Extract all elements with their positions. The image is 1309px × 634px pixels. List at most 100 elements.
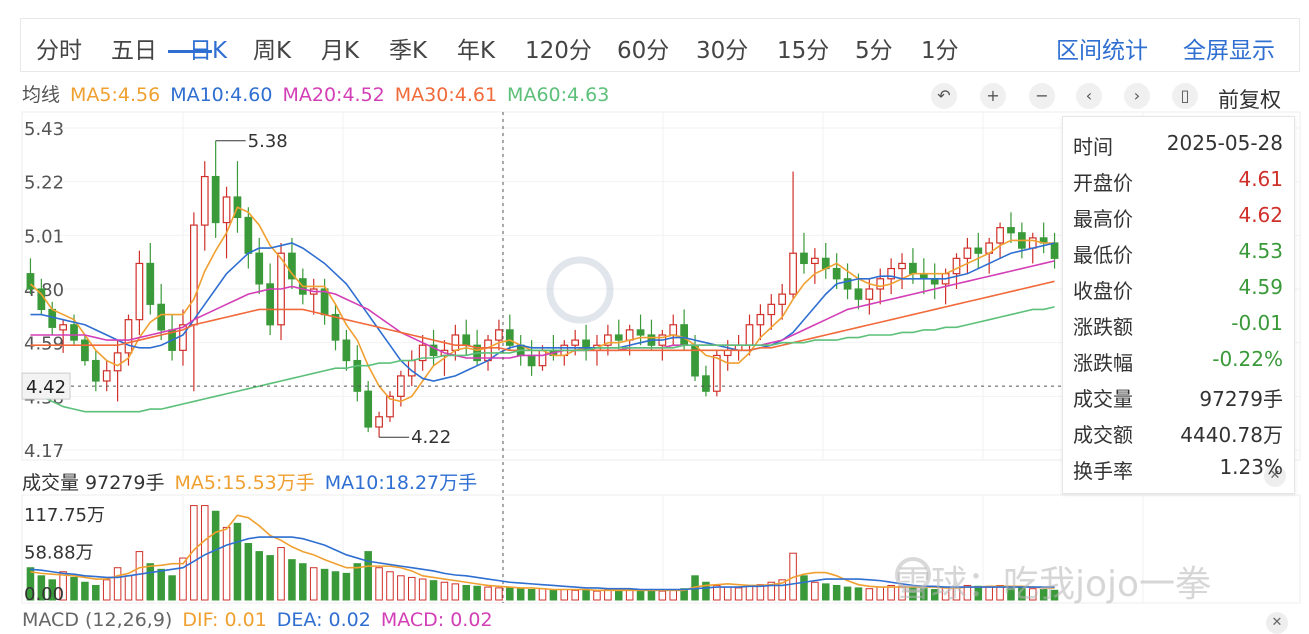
candle-body bbox=[909, 262, 917, 275]
candle-body bbox=[887, 267, 896, 280]
candle-body bbox=[625, 329, 634, 341]
candle-body bbox=[974, 247, 983, 254]
volume-bar bbox=[124, 575, 133, 601]
candle-body bbox=[952, 257, 961, 275]
volume-legend-item: MA10:18.27万手 bbox=[324, 472, 478, 494]
volume-bar bbox=[288, 559, 296, 601]
volume-bar bbox=[930, 589, 939, 601]
tab-7[interactable]: 120分 bbox=[525, 38, 592, 64]
tab-9[interactable]: 30分 bbox=[696, 38, 749, 64]
candle-body bbox=[70, 324, 78, 341]
candle-body bbox=[255, 252, 264, 285]
y-tick-label: 4.59 bbox=[24, 334, 64, 355]
candle-body bbox=[614, 334, 623, 341]
volume-bar bbox=[963, 584, 972, 601]
close-icon[interactable]: ✕ bbox=[1264, 465, 1286, 487]
volume-bar bbox=[473, 585, 481, 601]
volume-bar bbox=[331, 571, 340, 601]
volume-bar bbox=[277, 547, 285, 601]
volume-bar bbox=[342, 572, 351, 601]
info-row: 成交量 97279手 bbox=[1073, 383, 1283, 413]
ma-line-ma20 bbox=[30, 260, 1055, 359]
price-adjust-select[interactable]: 前复权 bbox=[1218, 88, 1281, 112]
volume-bar bbox=[495, 587, 503, 601]
volume-bar bbox=[800, 575, 808, 601]
volume-bar bbox=[364, 551, 372, 601]
volume-bar bbox=[462, 584, 471, 601]
range-stats-button[interactable]: 区间统计 bbox=[1056, 38, 1148, 64]
volume-bar bbox=[560, 589, 569, 601]
volume-legend-item: MA5:15.53万手 bbox=[174, 472, 315, 494]
candle-body bbox=[810, 257, 819, 265]
tab-0[interactable]: 分时 bbox=[36, 38, 82, 64]
fullscreen-button[interactable]: 全屏显示 bbox=[1183, 38, 1275, 64]
tab-6[interactable]: 年K bbox=[457, 38, 496, 64]
scroll-right-icon[interactable]: › bbox=[1124, 83, 1150, 109]
volume-bar bbox=[887, 584, 895, 601]
zoom-out-icon[interactable]: − bbox=[1029, 83, 1055, 109]
candle-body bbox=[527, 354, 536, 367]
macd-close-icon[interactable]: ✕ bbox=[1266, 612, 1288, 634]
min-price-label: 4.22 bbox=[411, 427, 451, 448]
tab-5[interactable]: 季K bbox=[389, 38, 428, 64]
undo-icon[interactable]: ↶ bbox=[931, 83, 957, 109]
ma-legend-label: 均线 bbox=[22, 84, 61, 106]
info-value: 97279手 bbox=[1199, 387, 1283, 411]
candle-style-icon[interactable]: ▯ bbox=[1172, 83, 1198, 109]
volume-bar bbox=[407, 576, 416, 601]
tab-12[interactable]: 1分 bbox=[921, 38, 959, 64]
info-panel: ✕ 时间 2025-05-28 开盘价 4.61 最高价 4.62 最低价 4.53 收盘价 4.… bbox=[1062, 116, 1295, 494]
volume-bar bbox=[113, 567, 122, 601]
tab-10[interactable]: 15分 bbox=[777, 38, 830, 64]
info-label: 涨跌额 bbox=[1073, 315, 1133, 339]
volume-bar bbox=[353, 563, 362, 601]
volume-bar bbox=[26, 567, 35, 601]
scroll-left-icon[interactable]: ‹ bbox=[1076, 83, 1102, 109]
volume-bar bbox=[854, 587, 863, 601]
volume-bar bbox=[48, 579, 57, 601]
ma-legend-item: MA20:4.52 bbox=[282, 84, 385, 106]
tab-11[interactable]: 5分 bbox=[855, 38, 893, 64]
volume-bar bbox=[211, 510, 220, 601]
info-value: -0.22% bbox=[1212, 347, 1283, 371]
tab-8[interactable]: 60分 bbox=[617, 38, 670, 64]
tab-3[interactable]: 周K bbox=[253, 38, 292, 64]
volume-bar bbox=[190, 505, 198, 601]
candle-body bbox=[342, 339, 351, 362]
candle-body bbox=[832, 267, 841, 280]
volume-bar bbox=[135, 551, 144, 601]
volume-legend-item: 成交量 97279手 bbox=[22, 472, 165, 494]
volume-bar bbox=[865, 588, 874, 601]
volume-bar bbox=[309, 567, 318, 601]
watermark: 雪球：吃我jojo一拳 bbox=[895, 564, 1212, 605]
volume-bar bbox=[255, 551, 264, 601]
volume-ma-line-ma5 bbox=[30, 514, 1055, 592]
volume-bar bbox=[811, 581, 819, 601]
candle-body bbox=[712, 354, 721, 392]
volume-bar bbox=[549, 589, 558, 601]
volume-bar bbox=[386, 571, 394, 601]
candle-body bbox=[778, 293, 787, 305]
candle-body bbox=[571, 339, 580, 346]
zoom-in-icon[interactable]: + bbox=[980, 83, 1006, 109]
volume-ma-line-ma10 bbox=[30, 536, 1055, 591]
volume-bar bbox=[506, 587, 514, 601]
volume-bar bbox=[745, 585, 754, 601]
volume-bar bbox=[843, 586, 852, 601]
info-label: 最高价 bbox=[1073, 207, 1133, 231]
volume-bar bbox=[593, 590, 601, 601]
tab-1[interactable]: 五日 bbox=[111, 38, 157, 64]
info-row: 涨跌幅 -0.22% bbox=[1073, 347, 1283, 377]
candle-body bbox=[91, 359, 100, 382]
volume-bar bbox=[756, 584, 765, 601]
ma-line-ma10 bbox=[30, 242, 1055, 382]
candle-body bbox=[603, 334, 612, 346]
kline-chart: 5.435.225.014.804.594.384.175.384.224.42… bbox=[21, 111, 1301, 605]
y-tick-label: 5.22 bbox=[24, 173, 64, 194]
tab-4[interactable]: 月K bbox=[321, 38, 360, 64]
volume-bar bbox=[909, 587, 917, 601]
info-row: 换手率 1.23% bbox=[1073, 455, 1283, 485]
candle-body bbox=[495, 329, 503, 341]
volume-bar bbox=[92, 584, 100, 601]
volume-bar bbox=[200, 505, 209, 601]
